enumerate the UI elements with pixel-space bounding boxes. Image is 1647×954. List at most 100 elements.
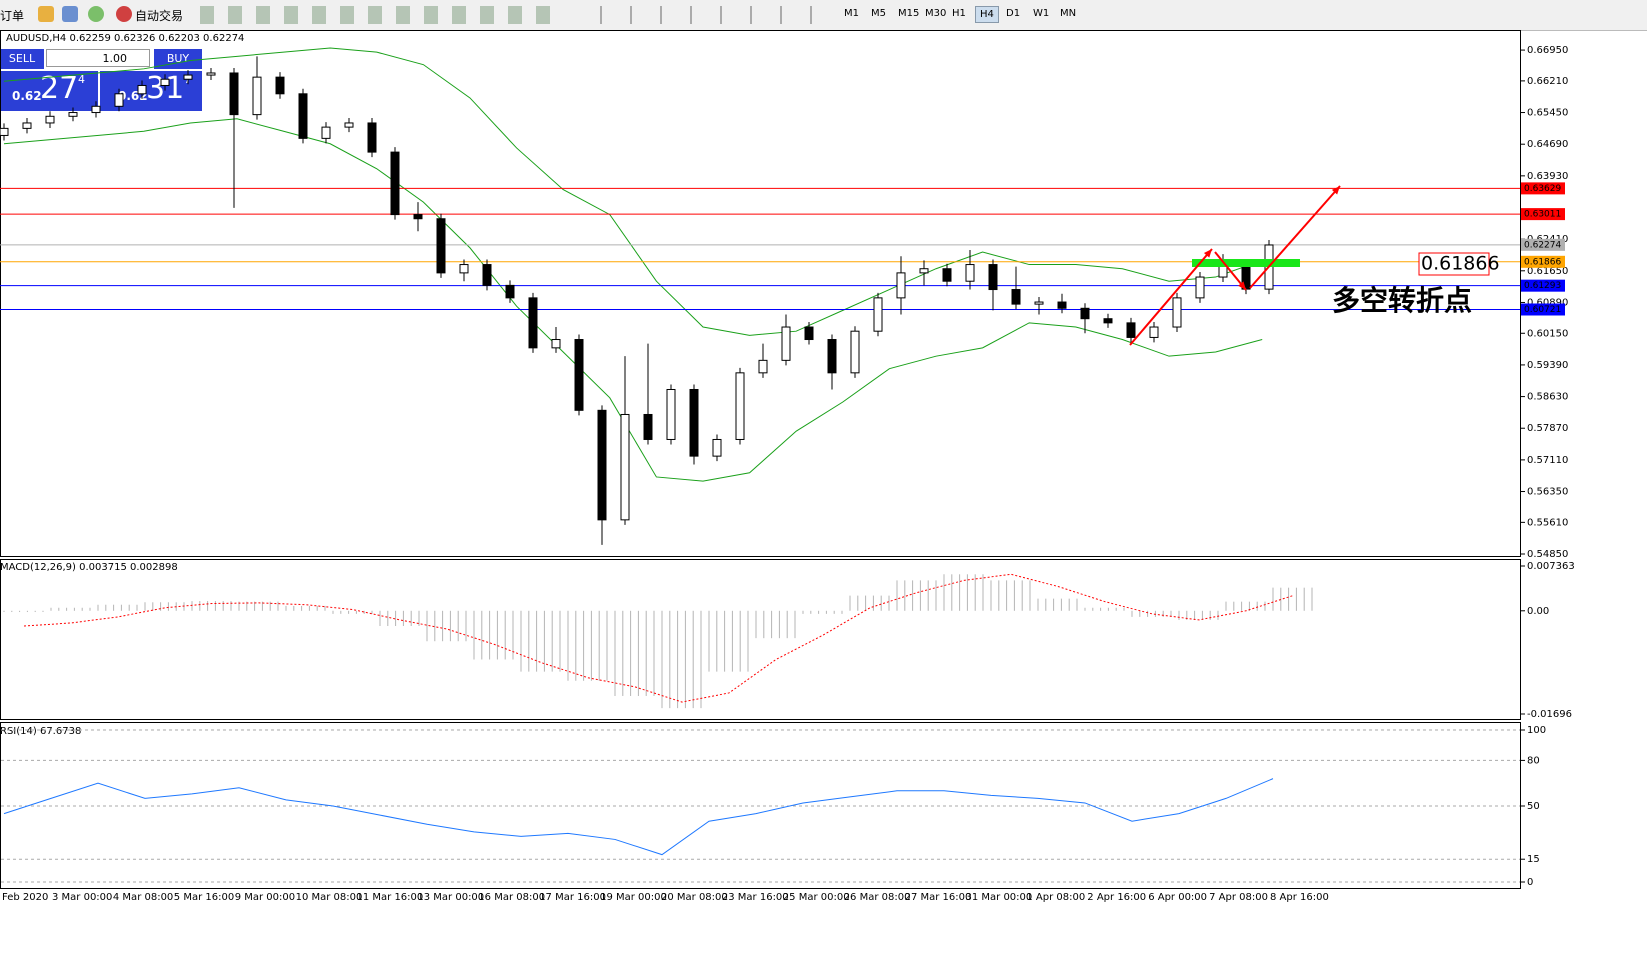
timeframe[interactable]: M30 [925,8,947,19]
candle-body [183,74,193,80]
y-tick-label: 0.57110 [1527,455,1568,466]
band-upper [3,47,1263,336]
icon[interactable] [116,6,132,22]
buy-button[interactable]: BUY [154,49,202,69]
timeframe[interactable]: M15 [898,8,920,19]
draw-tools[interactable] [600,6,820,24]
x-tick-label: 9 Mar 00:00 [235,892,295,903]
x-tick-label: 2 Apr 16:00 [1087,892,1146,903]
candle-body [275,76,285,95]
candle-body [367,122,377,153]
candle-body [0,127,9,136]
bid-sup: 4 [78,73,85,86]
chart: AUDUSD,H4 0.62259 0.62326 0.62203 0.6227… [0,30,1575,903]
timeframe[interactable]: M5 [871,8,886,19]
arrow [1129,248,1213,346]
price-box [1418,252,1490,276]
candle-body [689,388,699,457]
level-tag [1521,303,1565,316]
y-tick-label: 0.00 [1527,606,1549,617]
x-tick-label: 27 Mar 16:00 [905,892,972,903]
candle-body [1057,301,1067,309]
new-order[interactable]: 订单 [0,9,25,23]
candle-body [252,76,262,116]
candle-body [942,268,952,282]
candle-body [1149,326,1159,338]
icon[interactable] [38,6,54,22]
x-tick-label: 20 Mar 08:00 [661,892,728,903]
candle-body [965,264,975,282]
pivot-label: 多空转折点 [1332,284,1472,317]
x-tick-label: 23 Mar 16:00 [722,892,789,903]
candle-body [1011,289,1021,305]
candle-body [896,272,906,299]
candle-body [22,122,32,129]
timeframe[interactable]: MN [1060,8,1077,19]
y-tick-label: 0.57870 [1527,423,1568,434]
candle-body [873,297,883,332]
candle-body [321,126,331,139]
y-tick-label: 0.65450 [1527,108,1568,119]
tool-icons[interactable] [200,6,560,24]
candle-body [1126,322,1136,338]
x-tick-label: Feb 2020 [2,892,48,903]
icon[interactable] [62,6,78,22]
candle-body [390,151,400,216]
timeframe[interactable]: H4 [975,6,999,23]
candle-body [45,115,55,124]
candle-body [1034,301,1044,305]
timeframe[interactable]: M1 [844,8,859,19]
y-tick-label: 0.66950 [1527,45,1568,56]
support-bar [1192,259,1300,267]
timeframe[interactable]: W1 [1033,8,1050,19]
candle-body [137,84,147,95]
timeframe[interactable]: D1 [1006,8,1021,19]
y-tick-label: 0.61650 [1527,266,1568,277]
y-tick-label: -0.01696 [1527,709,1572,720]
macd-signal [23,573,1294,703]
candle-body [298,93,308,139]
x-tick-label: 17 Mar 16:00 [539,892,606,903]
price-box-label: 0.61866 [1421,253,1500,275]
y-tick-label: 0.58630 [1527,392,1568,403]
arrow [1249,185,1341,289]
toolbar: 订单 自动交易 M1 M5 M15 M30 H1 H4 D1 W1 MN [0,0,1647,31]
candle-body [781,326,791,361]
level-tag [1521,255,1565,268]
main-frame [0,30,1521,557]
y-tick-label: 0.56350 [1527,487,1568,498]
candle-body [505,284,515,299]
x-tick-label: 5 Mar 16:00 [174,892,234,903]
candle-body [643,413,653,440]
y-tick-label: 0.60890 [1527,297,1568,308]
y-tick-label: 0.63930 [1527,171,1568,182]
level-label: 0.62274 [1524,240,1561,250]
candle-body [919,268,929,274]
candle-body [160,78,170,86]
candle-body [804,326,814,341]
candle-body [597,409,607,521]
macd-title: MACD(12,26,9) 0.003715 0.002898 [0,562,178,573]
arrow-head [1331,186,1340,195]
x-tick-label: 4 Mar 08:00 [113,892,173,903]
sell-button[interactable]: SELL [0,49,44,69]
auto-trading[interactable]: 自动交易 [135,9,184,23]
x-tick-label: 25 Mar 00:00 [783,892,850,903]
candle-body [551,339,561,349]
y-tick-label: 0.64690 [1527,139,1568,150]
y-tick-label: 0.59390 [1527,360,1568,371]
candle-body [459,264,469,274]
timeframe[interactable]: H1 [952,8,966,19]
level-tag [1521,279,1565,292]
x-tick-label: 3 Mar 00:00 [52,892,112,903]
candle-body [482,264,492,286]
y-tick-label: 50 [1527,801,1540,812]
x-tick-label: 19 Mar 00:00 [600,892,667,903]
candle-body [68,112,78,117]
level-label: 0.60721 [1524,305,1561,315]
icon[interactable] [88,6,104,22]
lots-input[interactable]: 1.00 [46,49,150,67]
candle-body [229,72,239,116]
x-tick-label: 1 Apr 08:00 [1026,892,1085,903]
candle-body [413,214,423,220]
